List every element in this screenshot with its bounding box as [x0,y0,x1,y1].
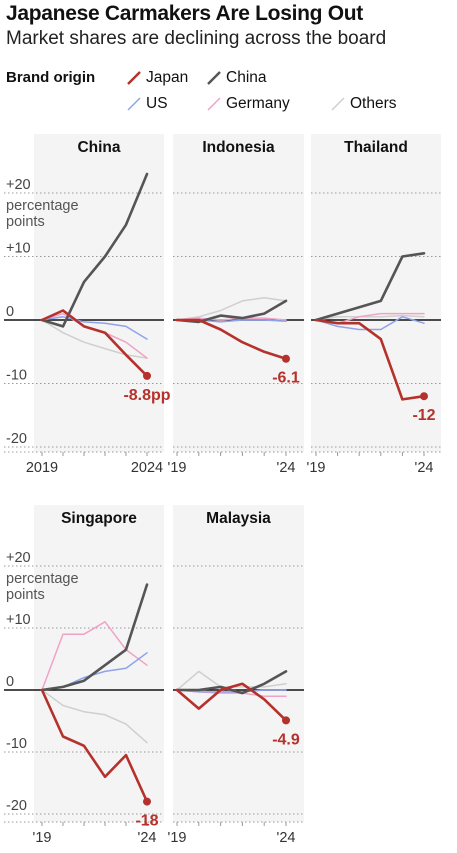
y-tick-label-china: -20 [6,431,27,447]
x-tick-label-china: 2024 [131,460,163,476]
panel-background-thailand [311,134,441,452]
series-line-us-malaysia [176,689,287,693]
endpoint-label-indonesia: -6.1 [272,370,300,387]
chart-title: Japanese Carmakers Are Losing Out [6,2,363,25]
endpoint-dot-singapore [143,797,151,806]
legend-swatch-us-icon [127,97,141,111]
legend-item-us: US [126,95,168,113]
y-tick-label-china: 0 [6,304,14,320]
series-line-china-malaysia [175,670,288,695]
series-line-china-singapore [40,583,149,692]
endpoint-dot-thailand [420,392,428,401]
panel-title-singapore: Singapore [61,510,137,527]
y-tick-label-china: +20 [6,177,31,193]
legend-swatch-germany-icon [207,97,221,111]
y-tick-label-singapore: +10 [6,612,31,628]
y-tick-label-singapore: -10 [6,736,27,752]
panel-title-thailand: Thailand [344,139,408,156]
legend-label-china: China [226,69,267,86]
x-tick-label-thailand: '24 [415,460,434,476]
series-line-japan-indonesia [175,318,288,361]
legend-label: Brand origin [6,69,96,86]
series-line-others-singapore [41,689,148,744]
panel-background-indonesia [173,134,304,452]
legend-item-japan: Japan [126,69,188,87]
legend-swatch-others-icon [331,97,345,111]
y-unit-label-china: percentage [6,198,79,214]
series-line-china-indonesia [175,299,288,324]
panel-background-malaysia [173,505,304,822]
y-tick-label-china: -10 [6,368,27,384]
legend-item-china: China [206,69,267,87]
series-line-china-china [40,172,149,328]
legend-label-germany: Germany [226,95,290,112]
y-tick-label-singapore: +20 [6,550,31,566]
series-line-others-china [41,319,148,359]
chart-subtitle: Market shares are declining across the b… [6,28,387,49]
y-unit-label-singapore: points [6,587,45,603]
series-line-japan-malaysia [175,682,288,722]
panel-title-malaysia: Malaysia [206,510,271,527]
legend-label-us: US [146,95,168,112]
legend-label-japan: Japan [146,69,189,86]
legend-swatch-japan-icon [127,71,141,85]
y-unit-label-singapore: percentage [6,571,79,587]
x-tick-label-china: 2019 [26,460,58,476]
y-tick-label-singapore: 0 [6,674,14,690]
panel-title-indonesia: Indonesia [202,139,275,156]
series-line-china-thailand [314,252,426,322]
endpoint-label-china: -8.8pp [123,387,170,404]
panel-title-china: China [77,139,120,156]
endpoint-label-thailand: -12 [412,407,435,424]
x-tick-label-singapore: '19 [33,830,52,846]
series-line-us-thailand [315,316,425,331]
series-line-japan-thailand [314,318,426,401]
endpoint-label-singapore: -18 [135,813,158,830]
x-tick-label-singapore: '24 [138,830,157,846]
series-line-others-thailand [315,314,425,321]
x-tick-label-indonesia: '24 [277,460,296,476]
endpoint-dot-malaysia [282,716,290,725]
series-line-germany-singapore [41,621,148,691]
y-unit-label-china: points [6,214,45,230]
legend-item-others: Others [330,95,397,113]
series-line-others-indonesia [176,297,287,321]
series-line-japan-singapore [40,688,149,803]
y-tick-label-singapore: -20 [6,798,27,814]
legend-swatch-china-icon [207,71,221,85]
series-line-japan-china [40,309,149,378]
x-tick-label-indonesia: '19 [168,460,187,476]
endpoint-label-malaysia: -4.9 [272,731,300,748]
endpoint-dot-china [143,371,151,380]
endpoint-dot-indonesia [282,354,290,363]
series-line-germany-indonesia [176,317,287,321]
legend-label-others: Others [350,95,397,112]
series-line-us-china [41,316,148,340]
y-tick-label-china: +10 [6,241,31,257]
legend-item-germany: Germany [206,95,290,113]
x-tick-label-thailand: '19 [307,460,326,476]
x-tick-label-malaysia: '24 [277,830,296,846]
x-tick-label-malaysia: '19 [168,830,187,846]
